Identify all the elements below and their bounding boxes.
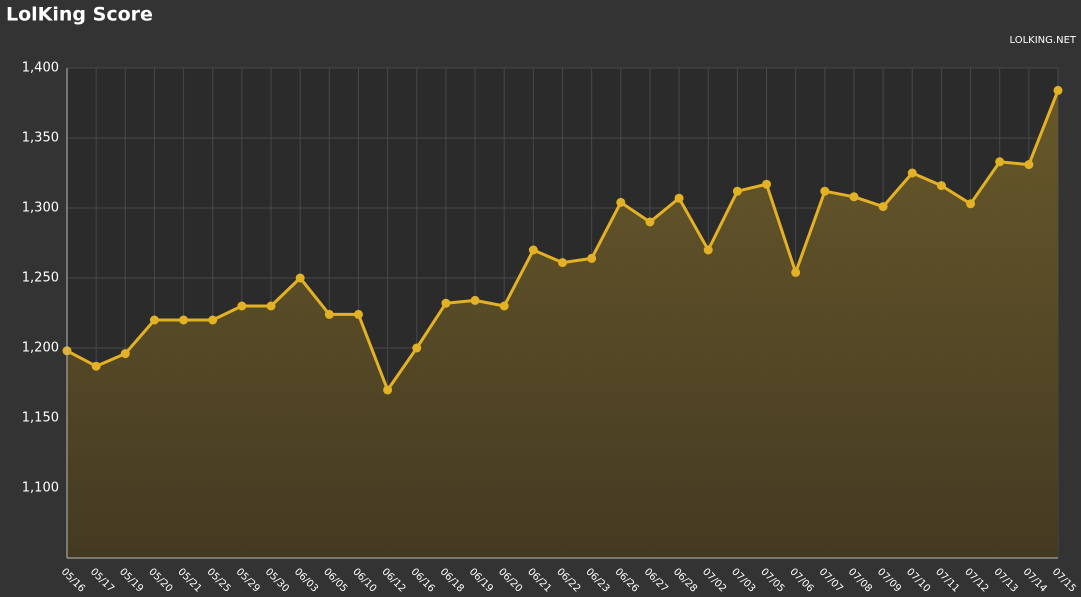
point [1024,160,1034,170]
point [324,309,334,319]
point [907,168,917,178]
point [353,309,363,319]
area [67,90,1058,559]
point [703,245,713,255]
point [849,192,859,202]
point [412,343,422,353]
point [149,315,159,325]
point [587,253,597,263]
chart-title: LolKing Score [6,4,153,26]
point [266,301,276,311]
point [295,273,305,283]
point [1053,85,1063,95]
point [732,186,742,196]
y-tick-label: 1,150 [22,411,59,426]
point [499,301,509,311]
point [878,202,888,212]
point [91,361,101,371]
y-tick-label: 1,350 [22,131,59,146]
point [208,315,218,325]
point [645,217,655,227]
point [179,315,189,325]
point [558,258,567,268]
point [936,181,946,191]
point [674,193,684,203]
point [237,301,247,311]
y-tick-label: 1,250 [22,271,59,286]
y-tick-label: 1,300 [22,201,59,216]
point [762,179,772,189]
point [966,199,976,209]
point [120,349,130,359]
point [820,186,830,196]
point [383,385,393,395]
y-tick-label: 1,200 [22,341,59,356]
y-tick-label: 1,400 [22,61,59,76]
point [616,197,626,207]
chart-subtitle: LOLKING.NET [1010,35,1077,46]
point [528,245,538,255]
point [441,298,451,308]
point [995,157,1005,167]
point [791,267,801,277]
point [470,295,480,305]
y-tick-label: 1,100 [22,481,59,496]
